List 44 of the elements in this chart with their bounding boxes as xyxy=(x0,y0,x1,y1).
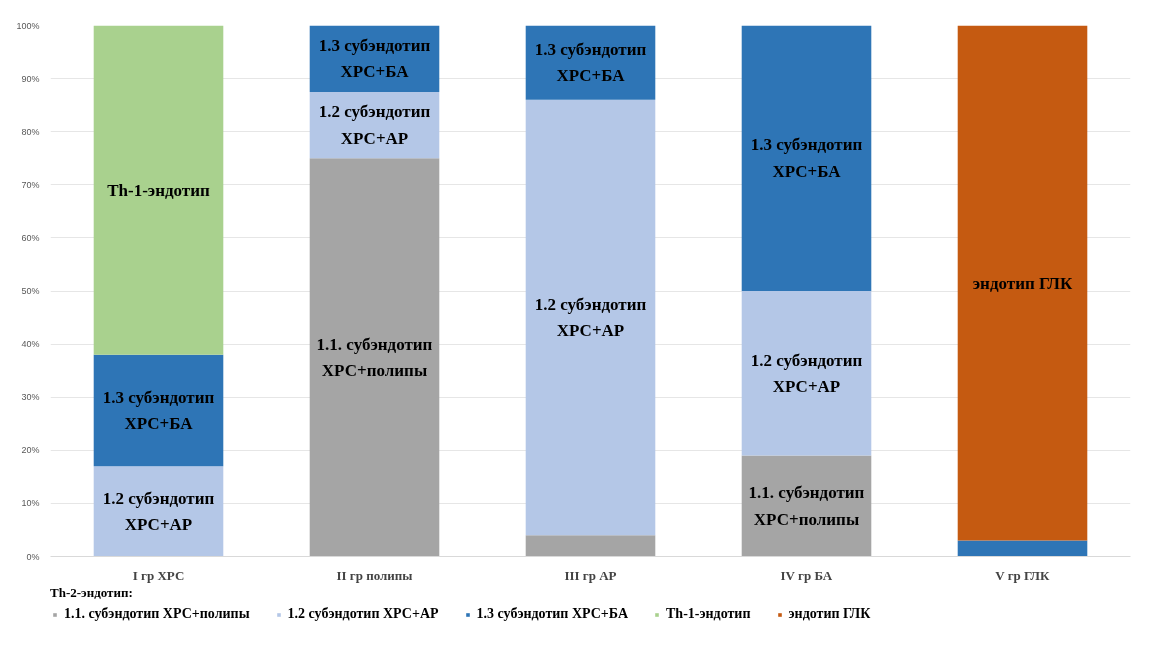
bar xyxy=(93,354,224,467)
y-tick-label: 0% xyxy=(26,551,40,562)
x-tick-label: I гр ХРС xyxy=(132,567,185,583)
annotation: 1.3 субэндотип ХРС+БА xyxy=(318,35,431,82)
annotation: 1.2 субэндотип ХРС+АР xyxy=(750,350,863,397)
y-tick-label: 90% xyxy=(21,73,40,84)
bar xyxy=(741,25,872,291)
x-tick-label: III гр АР xyxy=(564,567,617,583)
legend-label: 1.2 субэндотип ХРС+АР xyxy=(287,606,439,622)
legend-label: 1.3 субэндотип ХРС+БА xyxy=(476,606,629,622)
legend-label: 1.1. субэндотип ХРС+полипы xyxy=(64,606,250,622)
y-tick-label: 100% xyxy=(16,20,40,31)
y-tick-label: 50% xyxy=(21,286,40,296)
bar xyxy=(309,158,440,557)
annotation: Th-1-эндотип xyxy=(107,180,210,200)
legend-title: Th-2-эндотип: xyxy=(50,585,134,601)
bar xyxy=(741,291,872,456)
y-tick-label: 80% xyxy=(21,126,40,137)
y-tick-label: 10% xyxy=(21,498,40,509)
annotation: 1.1. субэндотип ХРС+полипы xyxy=(748,483,865,529)
annotation: эндотип ГЛК xyxy=(972,273,1073,293)
annotation: 1.3 субэндотип ХРС+БА xyxy=(102,387,215,434)
annotation: 1.2 субэндотип ХРС+АР xyxy=(534,294,647,341)
y-tick-label: 70% xyxy=(21,179,40,190)
y-tick-label: 30% xyxy=(21,392,40,403)
x-tick-label: IV гр БА xyxy=(780,567,833,583)
annotation: 1.3 субэндотип ХРС+БА xyxy=(534,39,647,86)
x-tick-label: V гр ГЛК xyxy=(995,567,1051,583)
bar xyxy=(525,535,656,557)
y-tick-label: 60% xyxy=(21,232,40,243)
annotation: 1.2 субэндотип ХРС+АР xyxy=(102,488,215,535)
annotation: 1.2 субэндотип ХРС+АР xyxy=(318,102,431,148)
legend-label: эндотип ГЛК xyxy=(788,606,871,622)
y-tick-label: 20% xyxy=(21,445,40,456)
y-tick-label: 40% xyxy=(21,339,40,350)
bar xyxy=(93,466,224,557)
x-tick-label: II гр полипы xyxy=(336,567,413,583)
bar xyxy=(525,99,656,536)
bar xyxy=(957,25,1088,541)
annotation: 1.3 субэндотип ХРС+БА xyxy=(750,135,863,182)
legend-label: Th-1-эндотип xyxy=(666,606,751,622)
annotation: 1.1. субэндотип ХРС+полипы xyxy=(316,334,433,381)
bar xyxy=(957,540,1088,557)
bar xyxy=(93,25,224,355)
